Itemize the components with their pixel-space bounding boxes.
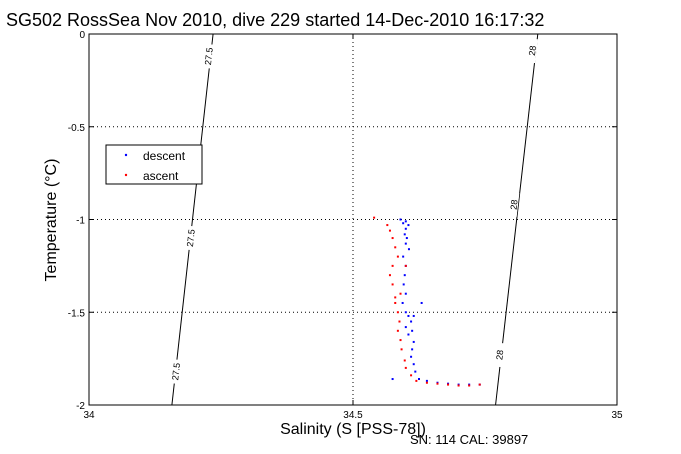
- ascent-point: [400, 348, 403, 351]
- density-contour-label: 28: [494, 349, 505, 360]
- x-tick-label: 35: [611, 410, 623, 421]
- descent-point: [420, 301, 423, 304]
- ascent-point: [399, 339, 402, 342]
- serial-calibration-text: SN: 114 CAL: 39897: [410, 432, 528, 447]
- ascent-point: [394, 246, 397, 249]
- chart-title: SG502 RossSea Nov 2010, dive 229 started…: [6, 10, 544, 30]
- descent-point: [414, 370, 417, 373]
- descent-point: [402, 255, 405, 258]
- ascent-point: [415, 379, 418, 382]
- axis-ticks: 34 34.5 35 0 -0.5 -1 -1.5 -2: [68, 30, 623, 421]
- ascent-point: [394, 301, 397, 304]
- descent-point: [402, 222, 405, 225]
- descent-point: [407, 224, 410, 227]
- legend-descent-label: descent: [143, 149, 186, 163]
- ascent-point: [404, 366, 407, 369]
- density-contour-line: [171, 33, 214, 406]
- ascent-point: [399, 292, 402, 295]
- legend: descent ascent: [105, 144, 203, 185]
- descent-point: [411, 348, 414, 351]
- y-tick-label: -1.5: [68, 308, 86, 319]
- descent-point: [404, 220, 407, 223]
- descent-point: [404, 326, 407, 329]
- descent-point: [404, 242, 407, 245]
- data-points: [373, 216, 481, 387]
- legend-ascent-label: ascent: [143, 169, 179, 183]
- ascent-point: [396, 311, 399, 314]
- y-tick-label: -1: [76, 216, 85, 227]
- contour-label-mask: [203, 43, 215, 69]
- y-axis-label: Temperature (°C): [43, 159, 60, 282]
- legend-box: [105, 144, 203, 185]
- density-contour-label: 28: [527, 45, 538, 56]
- contour-label-mask: [494, 342, 506, 368]
- descent-point: [425, 379, 428, 382]
- descent-point: [404, 227, 407, 230]
- descent-point: [391, 378, 394, 381]
- density-contour-label: 28: [509, 199, 520, 210]
- descent-point: [407, 314, 410, 317]
- descent-point: [403, 274, 406, 277]
- descent-point: [401, 301, 404, 304]
- descent-point: [403, 233, 406, 236]
- density-contour-label: 27.5: [170, 362, 182, 381]
- contour-label-mask: [170, 359, 182, 384]
- grid: [89, 34, 617, 405]
- ascent-point: [478, 383, 481, 386]
- ascent-point: [394, 296, 397, 299]
- contour-label-mask: [527, 38, 538, 64]
- ascent-point: [396, 255, 399, 258]
- descent-point: [405, 237, 408, 240]
- x-tick-label: 34: [83, 410, 95, 421]
- x-tick-label: 34.5: [343, 410, 363, 421]
- ascent-point: [391, 237, 394, 240]
- ascent-point: [391, 283, 394, 286]
- y-tick-label: -0.5: [68, 123, 86, 134]
- contour-label-mask: [185, 225, 197, 251]
- descent-point: [404, 311, 407, 314]
- ascent-point: [398, 320, 401, 323]
- contour-label-mask: [508, 192, 520, 218]
- legend-descent-marker: [124, 153, 128, 157]
- descent-point: [412, 363, 415, 366]
- ascent-point: [436, 382, 439, 385]
- descent-point: [411, 329, 414, 332]
- descent-point: [399, 218, 402, 221]
- x-axis-label: Salinity (S [PSS-78]): [280, 421, 426, 438]
- y-tick-label: 0: [79, 30, 85, 41]
- descent-point: [418, 378, 420, 381]
- descent-point: [402, 283, 405, 286]
- ascent-point: [386, 224, 389, 227]
- ascent-point: [388, 274, 391, 277]
- descent-point: [410, 320, 413, 323]
- density-contour-label: 27.5: [203, 47, 215, 66]
- density-contours: 27.5 27.5 27.5 28 28 28: [170, 33, 539, 406]
- ascent-point: [425, 381, 428, 384]
- ascent-point: [391, 264, 394, 267]
- density-contour-label: 27.5: [185, 229, 197, 248]
- descent-point: [404, 292, 407, 295]
- ascent-point: [457, 384, 460, 387]
- descent-point: [412, 314, 415, 317]
- ascent-point: [447, 383, 450, 386]
- ascent-point: [373, 216, 376, 219]
- descent-point: [407, 333, 410, 336]
- descent-point: [412, 340, 415, 343]
- ascent-point: [404, 264, 407, 267]
- ascent-point: [403, 359, 406, 362]
- ascent-point: [388, 229, 391, 232]
- descent-point: [407, 248, 410, 251]
- y-tick-label: -2: [76, 401, 85, 412]
- ascent-point: [410, 374, 413, 377]
- descent-point: [410, 355, 413, 358]
- ascent-point: [468, 384, 471, 387]
- ascent-point: [396, 329, 399, 332]
- legend-ascent-marker: [124, 173, 128, 177]
